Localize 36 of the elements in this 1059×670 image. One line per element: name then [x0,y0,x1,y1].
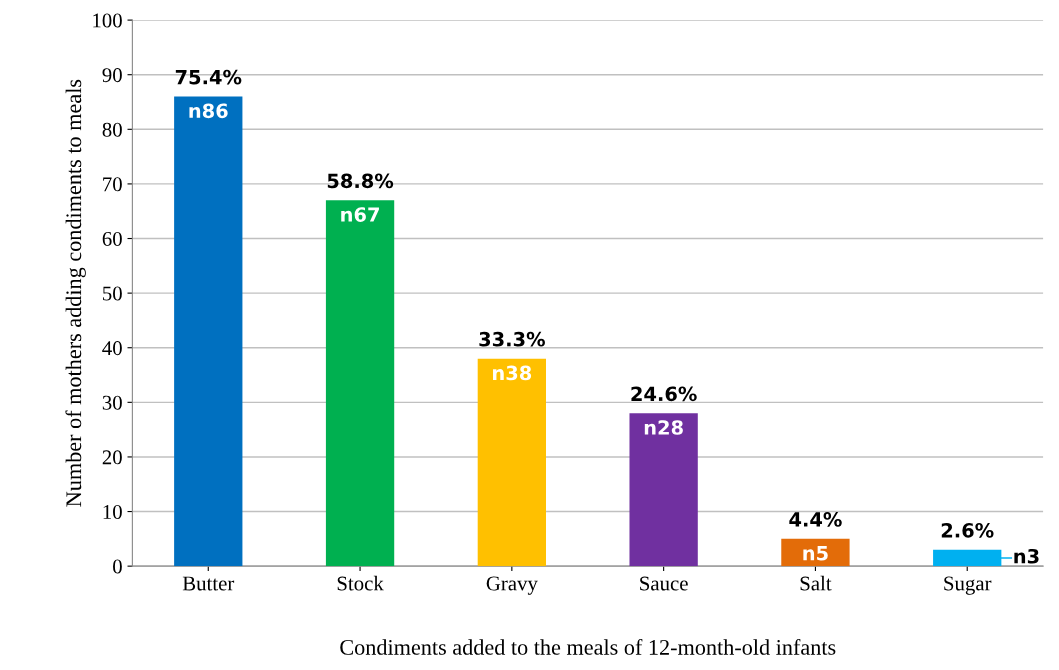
x-tick-label: Stock [337,575,384,591]
annotation: 4.4% [789,512,842,527]
data-label: n67 [341,207,379,222]
annotation: 33.3% [479,331,545,347]
y-tick-label: 10 [103,504,122,519]
x-axis-title: Condiments added to the meals of 12-month-old infants [340,638,836,655]
y-tick-label: 40 [102,341,122,356]
y-tick-label: 60 [102,231,122,246]
data-label: n3 [1014,548,1039,564]
annotation: 75.4% [175,69,242,85]
y-axis-title: Number of mothers adding condiments to meals [65,79,86,507]
bar [174,96,243,567]
data-label: n38 [493,365,532,381]
y-tick-label: 90 [102,68,122,83]
x-tick-label: Sauce [640,576,688,591]
bar [629,413,698,567]
x-tick-label: Butter [182,576,235,591]
annotation: 24.6% [631,386,697,402]
x-tick-label: Gravy [486,576,538,595]
bar [477,358,546,567]
y-tick-label: 70 [103,177,122,192]
y-tick-label: 0 [113,559,122,574]
annotation: 58.8% [327,173,394,189]
y-tick-label: 80 [102,122,122,137]
bar [325,200,395,567]
y-tick-label: 50 [103,286,122,301]
data-label: n28 [644,420,683,435]
x-tick-label: Salt [800,575,832,591]
x-tick-label: Sugar [944,576,992,595]
data-label: n5 [803,546,828,561]
data-label: n86 [189,103,228,119]
annotation: 2.6% [941,522,994,538]
y-tick-label: 100 [93,13,122,28]
y-tick-label: 20 [102,450,122,465]
bar [781,538,850,567]
y-tick-label: 30 [102,395,122,410]
